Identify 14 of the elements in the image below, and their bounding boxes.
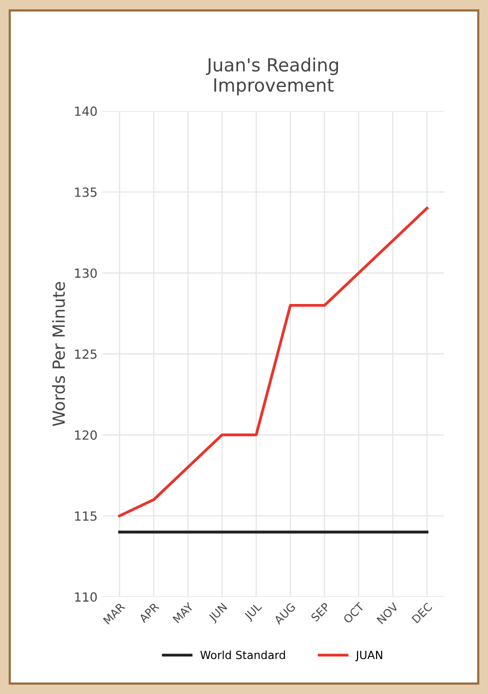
x-tick-label: SEP <box>310 602 330 622</box>
y-tick-label: 115 <box>75 512 97 521</box>
legend-label: World Standard <box>200 650 285 660</box>
y-tick-label: 110 <box>75 592 97 602</box>
chart-title: Juan's Reading Improvement <box>206 58 338 96</box>
line-series <box>118 206 428 518</box>
legend-label: JUAN <box>355 650 382 662</box>
y-tick-label: 125 <box>75 349 97 359</box>
y-tick-label: 140 <box>75 106 97 116</box>
y-axis-title: Words Per Minute <box>52 282 65 426</box>
x-tick-label: JUL <box>244 602 264 622</box>
y-tick-label: 130 <box>75 268 97 278</box>
y-tick-label: 120 <box>75 430 97 440</box>
y-tick-label: 135 <box>75 187 97 197</box>
